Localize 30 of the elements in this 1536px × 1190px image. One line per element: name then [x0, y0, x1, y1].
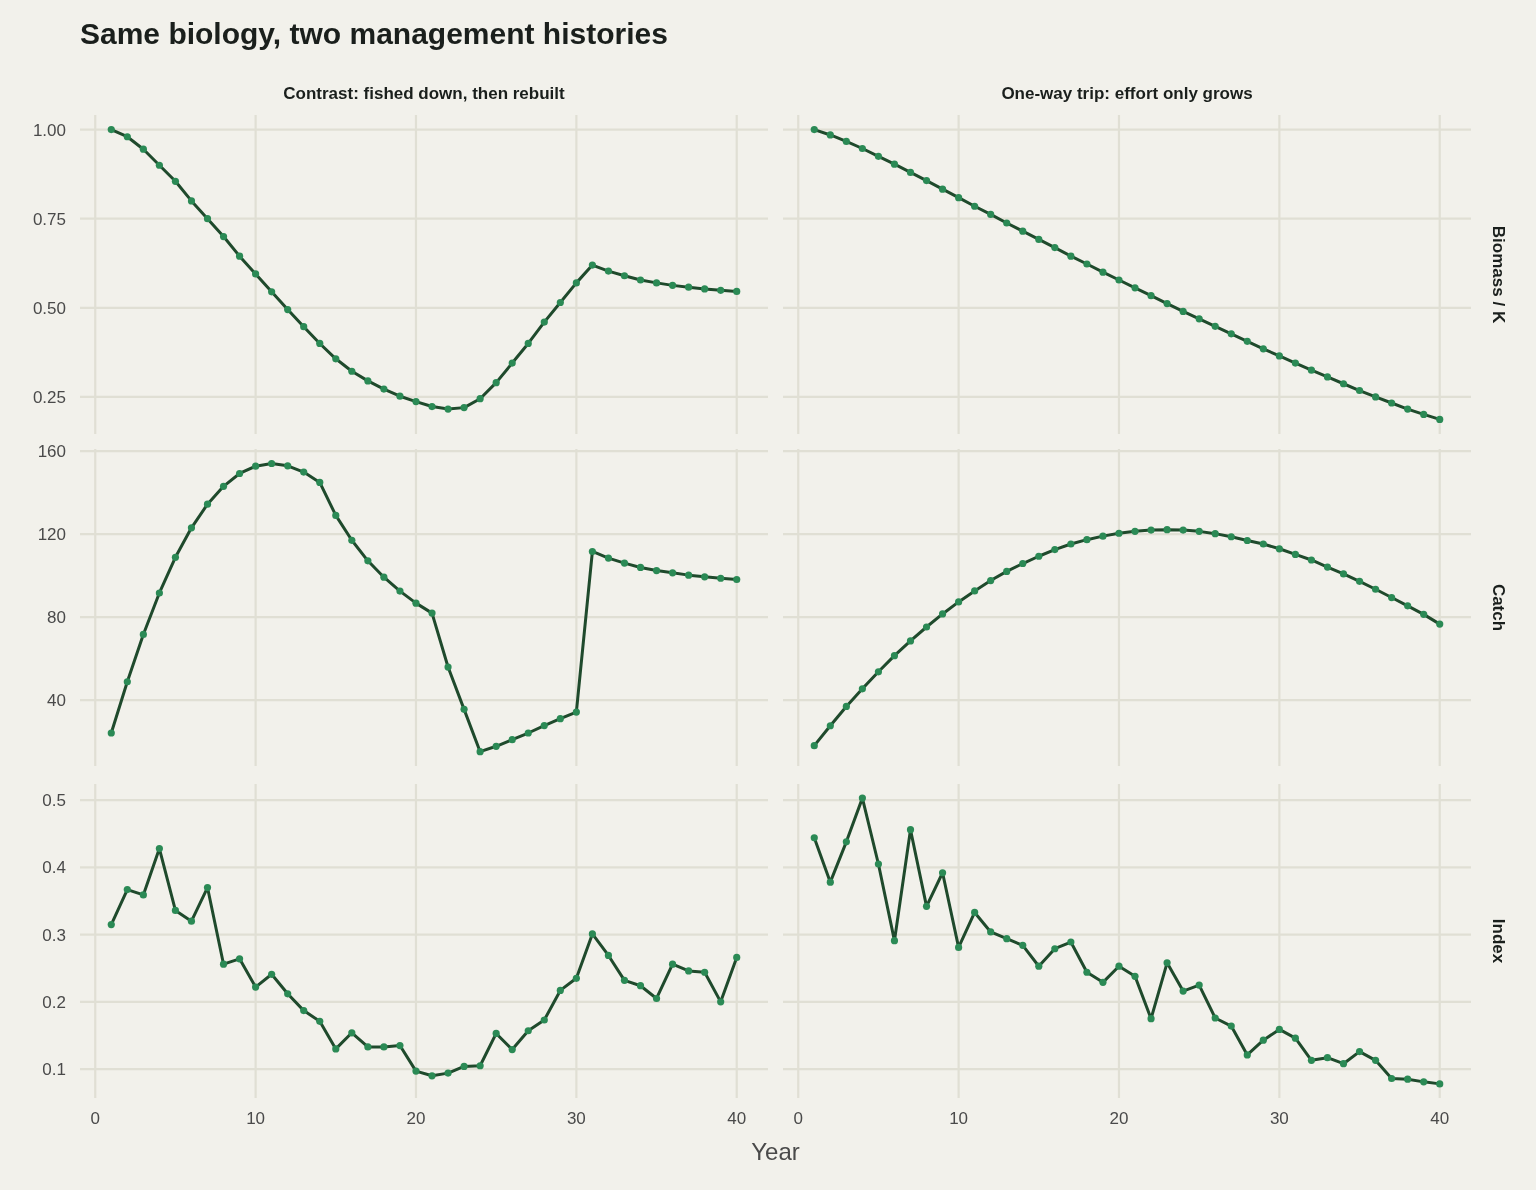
- y-tick-label: 0.50: [32, 298, 66, 318]
- x-tick-label: 0: [90, 1109, 100, 1128]
- y-tick-label: 0.2: [42, 992, 66, 1012]
- y-axis-title: Biomass / K: [1489, 225, 1508, 324]
- y-axis-title: Index: [1489, 918, 1508, 964]
- x-tick-label: 40: [727, 1109, 747, 1128]
- y-tick-label: 0.1: [42, 1060, 66, 1080]
- y-tick-label: 40: [47, 690, 66, 710]
- y-tick-label: 80: [47, 607, 66, 627]
- chart-title: Same biology, two management histories: [80, 17, 668, 50]
- x-tick-label: 10: [246, 1109, 266, 1128]
- x-tick-label: 20: [406, 1109, 426, 1128]
- chart-subtitle: One-way trip: effort only grows: [1001, 84, 1253, 103]
- y-tick-label: 0.4: [42, 858, 66, 878]
- y-tick-label: 160: [37, 442, 66, 462]
- x-tick-label: 20: [1109, 1109, 1129, 1128]
- x-tick-label: 30: [1269, 1109, 1289, 1128]
- y-tick-label: 1.00: [32, 120, 66, 140]
- x-tick-label: 40: [1430, 1109, 1450, 1128]
- y-tick-label: 0.3: [42, 925, 66, 945]
- chart-subtitle: Contrast: fished down, then rebuilt: [283, 84, 566, 103]
- x-tick-label: 30: [566, 1109, 586, 1128]
- y-tick-label: 120: [37, 525, 66, 545]
- y-tick-label: 0.25: [32, 387, 66, 407]
- y-tick-label: 0.75: [32, 209, 66, 229]
- y-axis-title: Catch: [1489, 583, 1508, 632]
- x-tick-label: 10: [949, 1109, 969, 1128]
- y-tick-label: 0.5: [42, 791, 66, 811]
- x-tick-label: 0: [793, 1109, 803, 1128]
- x-axis-title: Year: [751, 1138, 800, 1165]
